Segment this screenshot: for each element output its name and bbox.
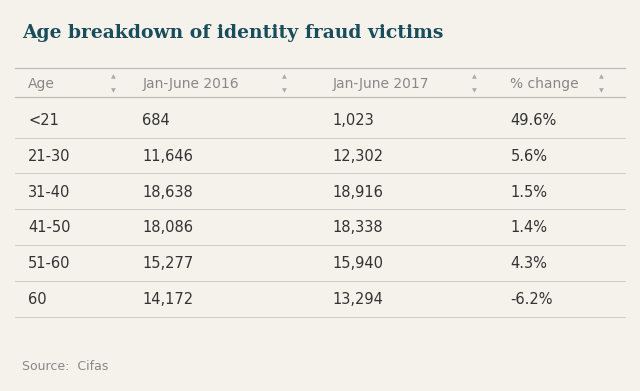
Text: 18,086: 18,086: [142, 221, 193, 235]
Text: 14,172: 14,172: [142, 292, 193, 307]
Text: 60: 60: [28, 292, 47, 307]
Text: ▼: ▼: [111, 88, 115, 93]
Text: ▲: ▲: [472, 74, 477, 79]
Text: 12,302: 12,302: [333, 149, 384, 164]
Text: 1.4%: 1.4%: [510, 221, 547, 235]
Text: 51-60: 51-60: [28, 256, 70, 271]
Text: 15,940: 15,940: [333, 256, 384, 271]
Text: 31-40: 31-40: [28, 185, 70, 199]
Text: Age breakdown of identity fraud victims: Age breakdown of identity fraud victims: [22, 24, 443, 42]
Text: 1,023: 1,023: [333, 113, 374, 128]
Text: 18,338: 18,338: [333, 221, 383, 235]
Text: 11,646: 11,646: [142, 149, 193, 164]
Text: 15,277: 15,277: [142, 256, 194, 271]
Text: Age: Age: [28, 77, 55, 91]
Text: 4.3%: 4.3%: [510, 256, 547, 271]
Text: 18,638: 18,638: [142, 185, 193, 199]
Text: Jan-June 2017: Jan-June 2017: [333, 77, 429, 91]
Text: ▼: ▼: [472, 88, 477, 93]
Text: 18,916: 18,916: [333, 185, 383, 199]
Text: ▲: ▲: [111, 74, 115, 79]
Text: % change: % change: [510, 77, 579, 91]
Text: 5.6%: 5.6%: [510, 149, 547, 164]
Text: 41-50: 41-50: [28, 221, 70, 235]
Text: Source:  Cifas: Source: Cifas: [22, 360, 108, 373]
Text: <21: <21: [28, 113, 59, 128]
Text: 21-30: 21-30: [28, 149, 70, 164]
Text: Jan-June 2016: Jan-June 2016: [142, 77, 239, 91]
Text: 49.6%: 49.6%: [510, 113, 557, 128]
Text: -6.2%: -6.2%: [510, 292, 553, 307]
Text: 13,294: 13,294: [333, 292, 383, 307]
Text: ▼: ▼: [599, 88, 604, 93]
Text: 684: 684: [142, 113, 170, 128]
Text: ▼: ▼: [282, 88, 287, 93]
Text: ▲: ▲: [599, 74, 604, 79]
Text: 1.5%: 1.5%: [510, 185, 547, 199]
Text: ▲: ▲: [282, 74, 287, 79]
